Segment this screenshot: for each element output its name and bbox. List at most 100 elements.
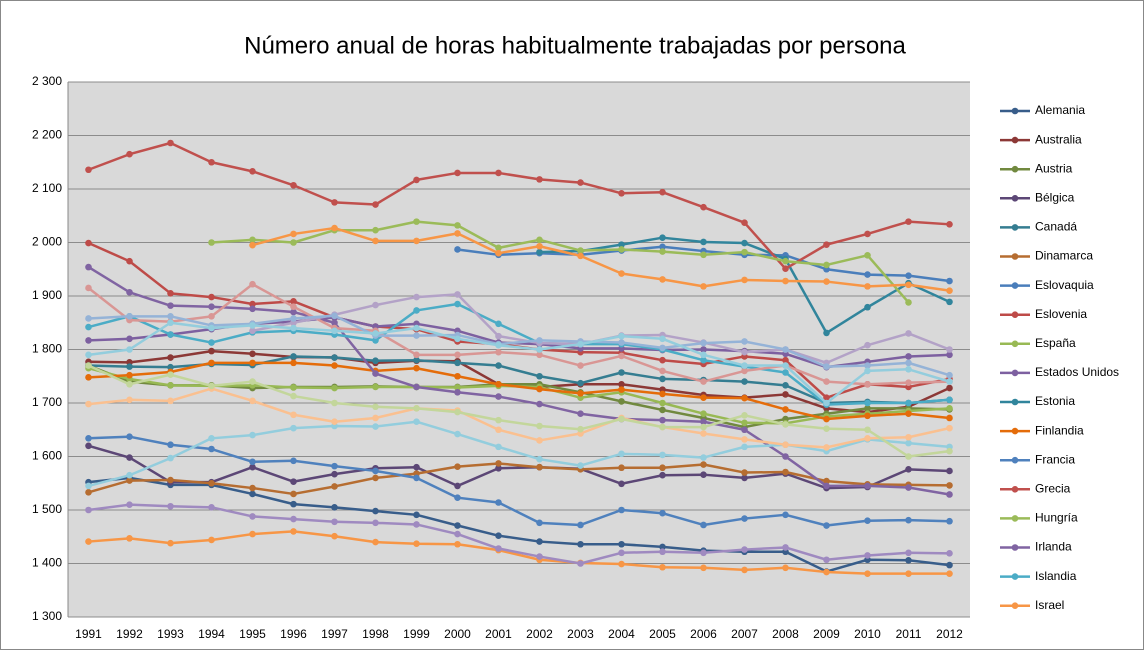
x-tick-label: 2008 <box>772 627 799 641</box>
data-point <box>946 414 953 422</box>
x-tick-label: 1996 <box>280 627 307 641</box>
data-point <box>290 500 297 508</box>
data-point <box>290 324 297 332</box>
data-point <box>85 435 92 442</box>
data-point <box>823 477 830 485</box>
data-point <box>413 307 420 314</box>
data-point <box>577 362 584 369</box>
data-point <box>741 348 748 356</box>
data-point <box>700 203 707 211</box>
data-point <box>946 298 953 306</box>
y-tick-label: 1 700 <box>32 395 62 409</box>
data-point <box>741 219 748 227</box>
data-point <box>249 490 256 498</box>
legend-marker <box>1011 456 1019 464</box>
data-point <box>413 511 420 519</box>
legend-marker <box>1011 486 1019 493</box>
y-tick-label: 2 300 <box>32 74 62 88</box>
data-point <box>167 476 174 484</box>
series-line <box>88 141 950 270</box>
data-point <box>126 150 133 158</box>
data-point <box>413 324 420 332</box>
data-point <box>208 293 215 301</box>
data-point <box>126 471 133 479</box>
series-line <box>88 321 950 405</box>
data-point <box>208 239 215 246</box>
data-point <box>741 394 748 402</box>
data-point <box>126 501 133 508</box>
legend-label: Finlandia <box>1035 423 1084 437</box>
series-line <box>87 266 950 496</box>
data-point <box>331 384 338 392</box>
data-point <box>905 484 912 491</box>
data-point <box>659 390 666 398</box>
data-point <box>454 230 461 237</box>
data-point <box>659 509 666 517</box>
data-point <box>659 234 666 241</box>
data-point <box>659 188 666 196</box>
data-point <box>659 276 666 283</box>
data-point <box>741 338 748 345</box>
data-point <box>700 521 707 529</box>
data-point <box>864 380 871 388</box>
data-point <box>167 502 174 510</box>
x-tick-label: 1995 <box>239 627 266 641</box>
legend-label: Estonia <box>1035 394 1075 408</box>
data-point <box>905 281 912 289</box>
data-point <box>659 243 666 251</box>
legend-label: Islandia <box>1035 569 1077 583</box>
data-point <box>454 430 461 438</box>
data-point <box>864 399 871 407</box>
data-point <box>372 538 379 546</box>
data-point <box>454 246 461 253</box>
data-point <box>823 261 830 269</box>
data-point <box>741 426 748 434</box>
data-point <box>413 356 420 364</box>
data-point <box>864 362 871 369</box>
data-point <box>659 367 666 375</box>
data-point <box>208 445 215 453</box>
data-point <box>577 390 584 397</box>
data-point <box>946 482 953 489</box>
data-point <box>741 515 748 522</box>
data-point <box>249 530 256 538</box>
series-line <box>88 444 950 490</box>
data-point <box>290 303 297 311</box>
data-point <box>454 351 461 359</box>
x-tick-label: 1993 <box>157 627 184 641</box>
data-point <box>126 396 133 404</box>
data-point <box>290 515 297 523</box>
series-line <box>87 282 950 386</box>
data-point <box>700 418 707 426</box>
legend-marker <box>1011 253 1019 260</box>
data-point <box>249 458 256 466</box>
data-point <box>85 239 92 247</box>
data-point <box>618 560 625 568</box>
y-tick-label: 1 400 <box>32 556 62 570</box>
data-point <box>454 540 461 548</box>
data-point <box>618 339 625 346</box>
x-tick-label: 2005 <box>649 627 676 641</box>
y-tick-label: 1 500 <box>32 502 62 516</box>
data-point <box>618 540 625 548</box>
data-point <box>372 414 379 422</box>
data-point <box>618 369 625 376</box>
data-point <box>495 341 502 349</box>
data-point <box>495 380 502 388</box>
x-tick-label: 2012 <box>936 627 963 641</box>
data-point <box>454 300 461 308</box>
data-point <box>536 351 543 359</box>
data-point <box>126 433 133 441</box>
data-point <box>946 277 953 285</box>
data-point <box>741 367 748 375</box>
data-point <box>536 519 543 527</box>
data-point <box>372 357 379 365</box>
data-point <box>864 552 871 559</box>
data-point <box>905 453 912 460</box>
data-point <box>618 270 625 277</box>
data-point <box>331 362 338 369</box>
data-point <box>290 392 297 400</box>
data-point <box>741 443 748 451</box>
data-point <box>618 386 625 393</box>
data-point <box>249 322 256 329</box>
